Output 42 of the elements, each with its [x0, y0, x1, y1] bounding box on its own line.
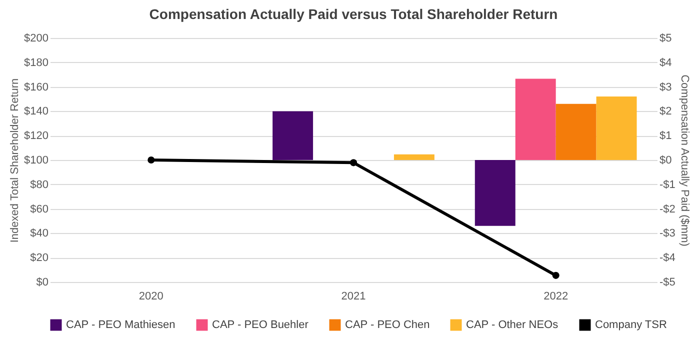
bar — [515, 78, 556, 160]
x-tick-label: 2020 — [138, 290, 164, 302]
y2-tick-label: $2 — [660, 106, 672, 118]
y2-tick-label: $1 — [660, 130, 672, 142]
y2-tick-label: -$1 — [660, 178, 676, 191]
y-tick-label: $180 — [24, 56, 48, 69]
point — [148, 156, 155, 164]
y-tick-label: $20 — [30, 252, 48, 264]
y-tick-label: $40 — [30, 228, 48, 240]
bar — [394, 154, 434, 160]
legend-label: CAP - PEO Mathiesen — [66, 319, 176, 331]
y-tick-label: $0 — [36, 276, 48, 288]
y2-axis-title: Compensation Actually Paid ($mm) — [678, 74, 690, 246]
bar — [596, 96, 637, 160]
y2-tick-label: -$2 — [660, 203, 676, 216]
bar — [474, 160, 516, 226]
legend-label: Company TSR — [595, 319, 667, 331]
legend-label: CAP - Other NEOs — [466, 319, 559, 331]
y-tick-label: $80 — [30, 178, 48, 191]
bar — [272, 111, 314, 160]
y2-tick-label: $3 — [660, 81, 672, 94]
y-tick-label: $100 — [24, 154, 48, 166]
point — [552, 272, 560, 279]
legend-label: CAP - PEO Buehler — [212, 319, 309, 331]
point — [350, 159, 358, 166]
chart-title: Compensation Actually Paid versus Total Shareholder Return — [149, 6, 558, 22]
y2-tick-label: -$5 — [660, 276, 676, 288]
y-tick-label: $60 — [30, 203, 48, 216]
y-axis-title: Indexed Total Shareholder Return — [9, 78, 22, 243]
y2-tick-label: $0 — [660, 154, 672, 166]
y2-tick-label: $5 — [660, 32, 672, 44]
x-tick-label: 2022 — [544, 290, 568, 302]
y-tick-label: $140 — [24, 106, 48, 118]
x-tick-label: 2021 — [341, 290, 366, 302]
y-tick-label: $160 — [24, 81, 48, 94]
y-tick-label: $120 — [24, 130, 48, 142]
legend-label: CAP - PEO Chen — [345, 319, 430, 331]
y2-tick-label: $4 — [660, 56, 672, 69]
y-tick-label: $200 — [24, 32, 48, 44]
y2-tick-label: -$3 — [660, 228, 676, 240]
y2-tick-label: -$4 — [660, 252, 676, 264]
bar — [556, 104, 596, 160]
